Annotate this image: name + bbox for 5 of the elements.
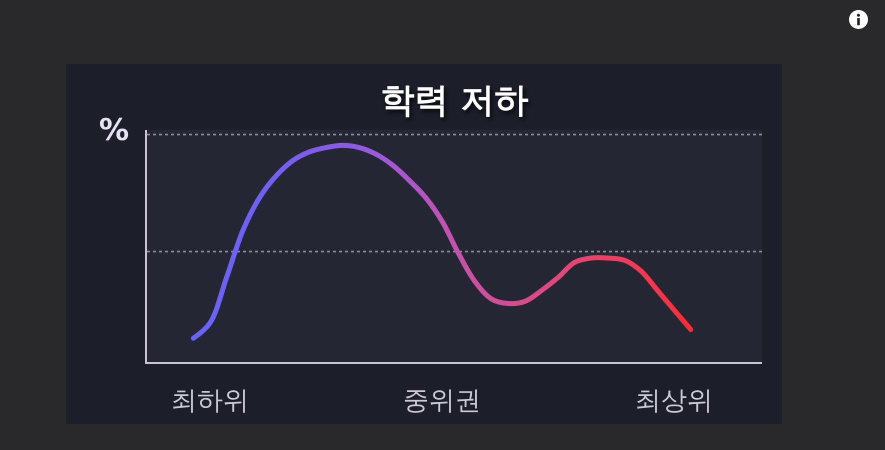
chart-title: 학력 저하 xyxy=(380,80,528,121)
x-tick-label: 중위권 xyxy=(403,386,482,416)
x-tick-label: 최하위 xyxy=(170,386,249,416)
y-axis-title: % xyxy=(99,113,130,148)
x-tick-label: 최상위 xyxy=(635,386,714,416)
